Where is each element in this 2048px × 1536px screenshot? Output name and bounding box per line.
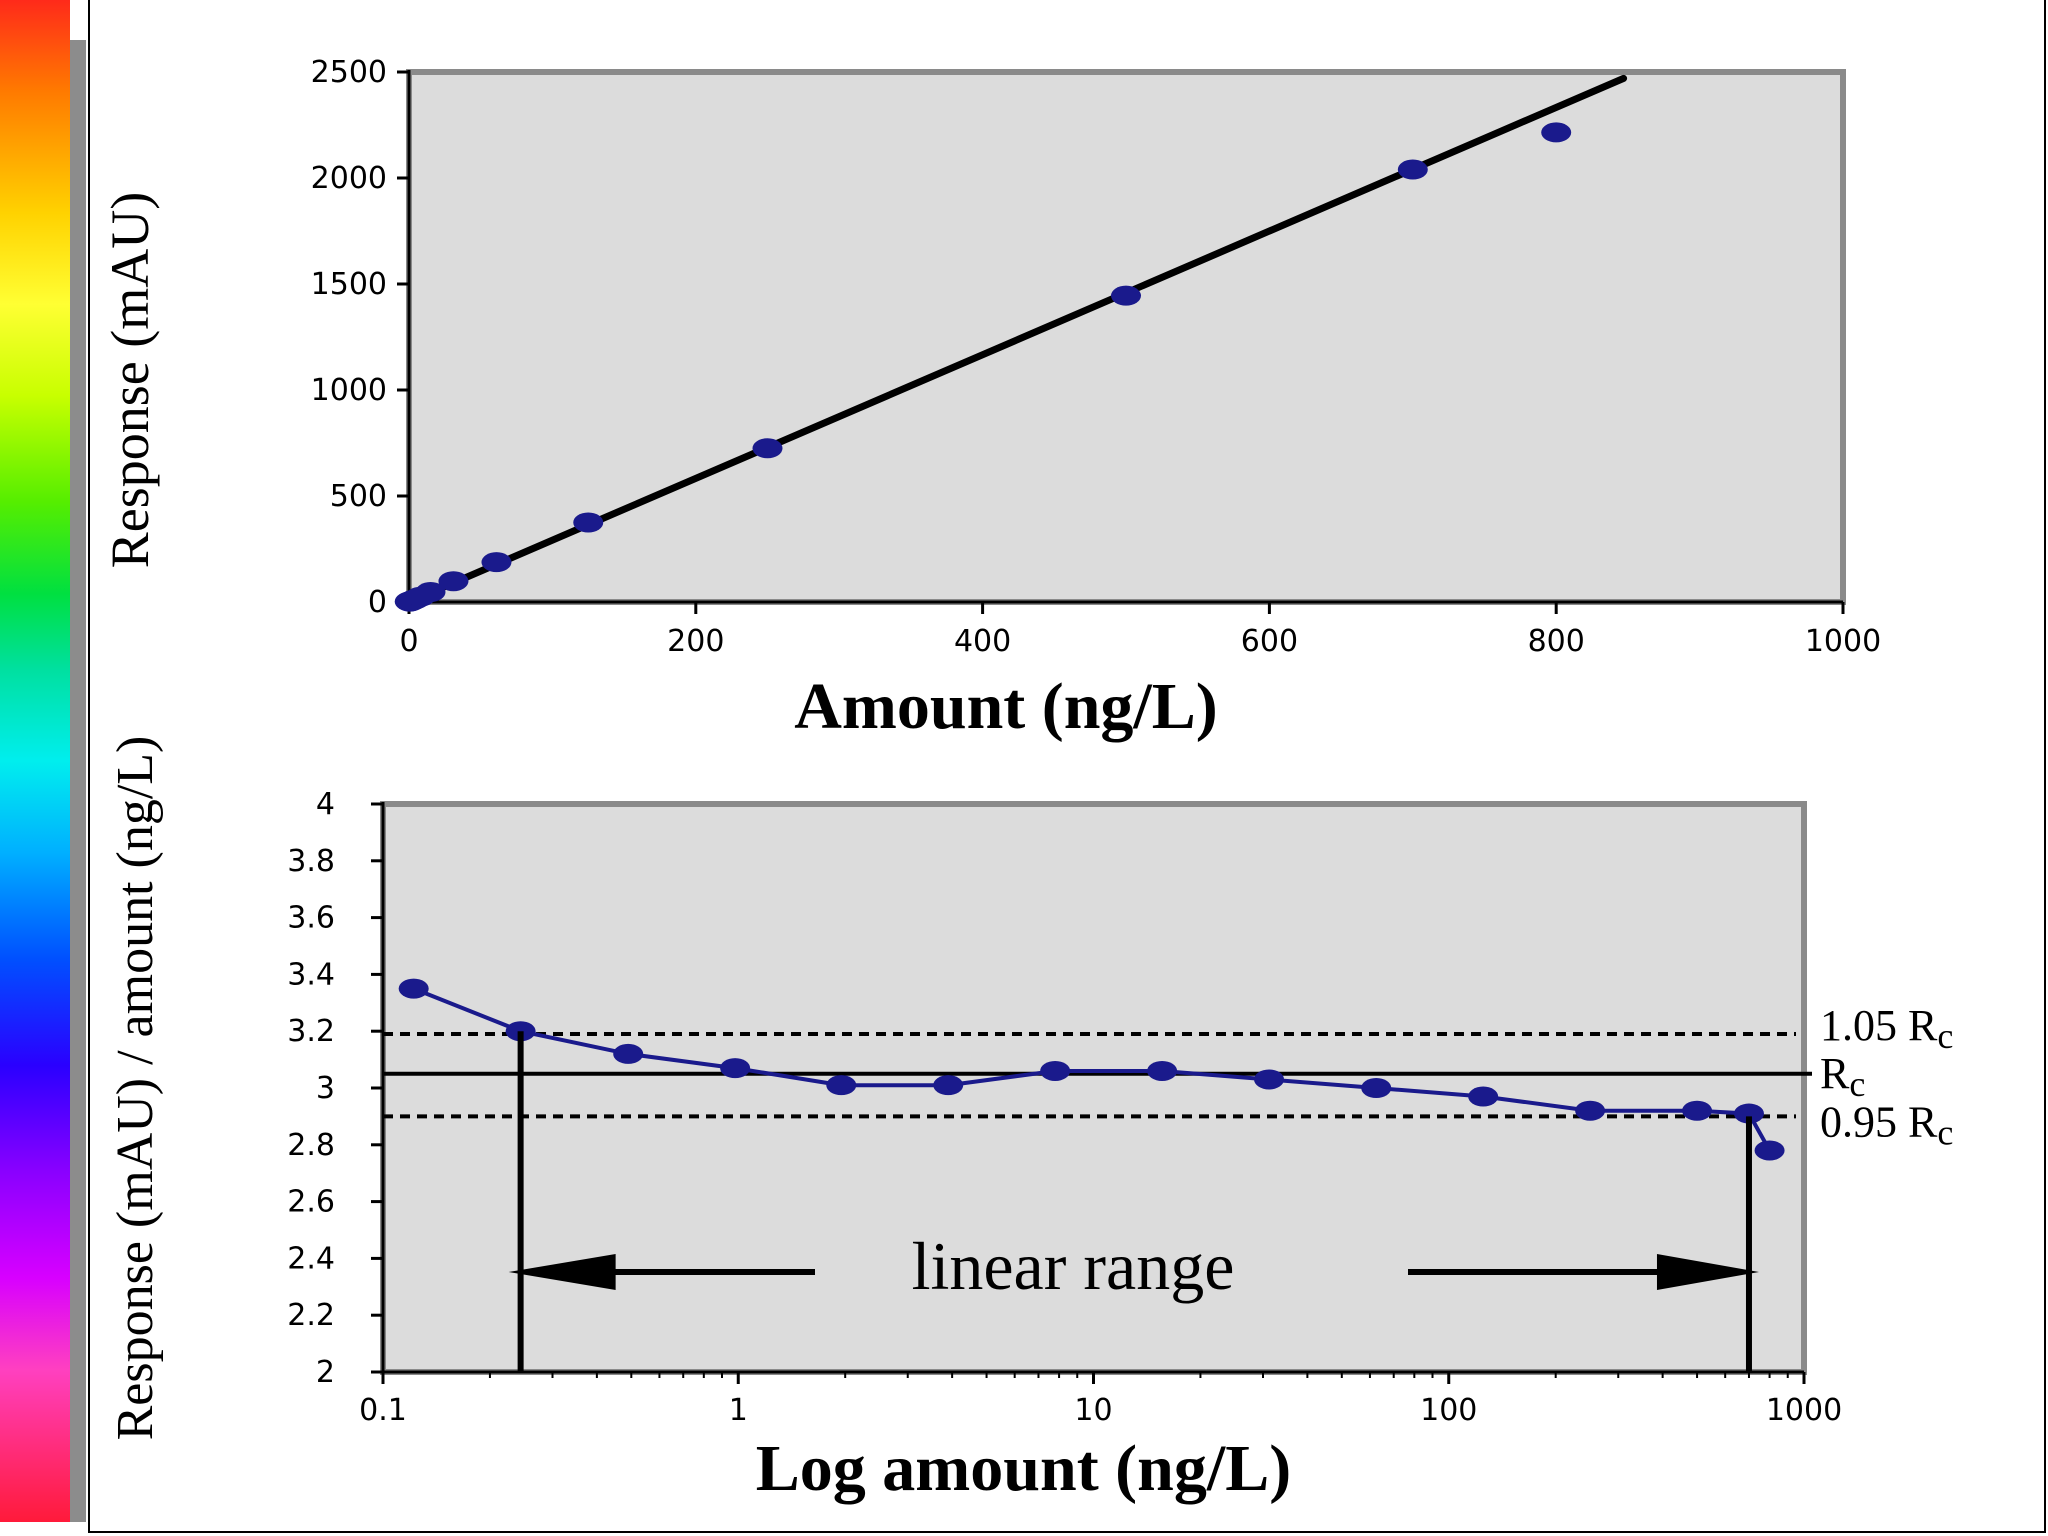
x-axis-title: Log amount (ng/L) [756,1432,1291,1505]
y-tick-label: 3 [316,1071,335,1106]
y-tick-label: 2 [316,1355,335,1390]
x-tick-label: 600 [1241,624,1298,659]
y-tick-label: 2.8 [287,1128,335,1163]
data-point [573,512,604,533]
y-tick-label: 3.6 [287,901,335,936]
y-tick-label: 1500 [311,267,387,302]
data-point [1254,1069,1285,1090]
y-tick-label: 3.4 [287,957,335,992]
arrowhead-right [1656,1254,1759,1290]
data-point [1541,122,1572,143]
reference-line-label: 1.05 Rc [1820,1001,1953,1056]
data-point [1468,1086,1499,1107]
y-tick-label: 2.6 [287,1185,335,1220]
data-point [720,1058,751,1079]
y-tick-label: 2000 [311,161,387,196]
y-axis-title: Response (mAU) [100,192,160,568]
data-point [398,978,429,999]
spectrum-color-bar [0,0,70,1522]
y-axis-title: Response (mAU) / amount (ng/L) [107,736,164,1441]
x-tick-label: 400 [954,624,1011,659]
plot-area-top [406,69,1846,605]
data-point [415,582,446,603]
x-tick-label: 800 [1528,624,1585,659]
data-point [752,438,783,459]
y-tick-label: 2.2 [287,1298,335,1333]
data-point [1682,1100,1713,1121]
arrowhead-left [508,1254,616,1290]
data-point [613,1043,644,1064]
data-point [1040,1060,1071,1081]
reference-line-label: 0.95 Rc [1820,1097,1953,1152]
x-tick-label: 0 [399,624,418,659]
data-point [1575,1100,1606,1121]
data-point [481,552,512,573]
x-tick-label: 1000 [1766,1393,1842,1428]
y-tick-label: 2500 [311,55,387,90]
data-point [438,571,469,592]
y-tick-label: 2.4 [287,1241,335,1276]
linear-range-label: linear range [912,1228,1235,1304]
y-tick-label: 0 [368,585,387,620]
x-tick-label: 0.1 [359,1393,407,1428]
y-tick-label: 500 [330,479,387,514]
x-tick-label: 1000 [1805,624,1881,659]
y-tick-label: 4 [316,787,335,822]
data-point [1733,1103,1764,1124]
reference-line-label: Rc [1820,1049,1865,1104]
data-point [826,1075,857,1096]
x-tick-label: 200 [667,624,724,659]
data-point [1754,1140,1785,1161]
y-tick-label: 1000 [311,373,387,408]
x-tick-label: 1 [729,1393,748,1428]
x-tick-label: 10 [1074,1393,1112,1428]
y-tick-label: 3.2 [287,1014,335,1049]
spectrum-bar-shadow [70,40,86,1522]
x-axis-title: Amount (ng/L) [794,670,1218,743]
data-point [1147,1060,1178,1081]
data-point [1111,285,1141,306]
data-point [933,1075,964,1096]
data-point [1361,1078,1392,1098]
y-tick-label: 3.8 [287,844,335,879]
data-point [1397,159,1428,180]
x-tick-label: 100 [1420,1393,1477,1428]
